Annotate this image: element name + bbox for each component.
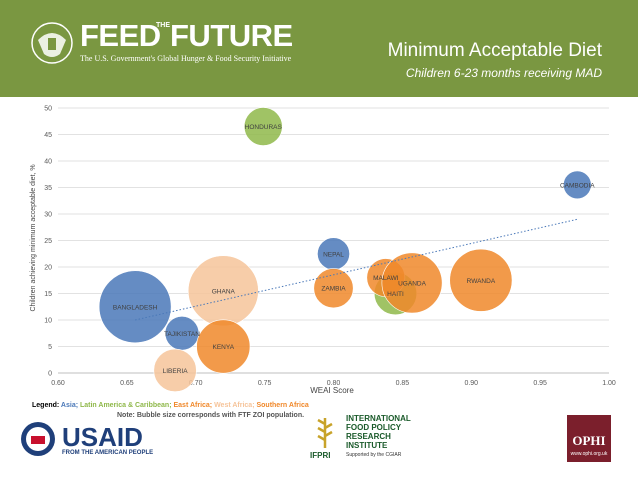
x-tick-label: 0.60 [51, 380, 65, 387]
x-tick-label: 0.80 [327, 380, 341, 387]
y-tick-label: 20 [44, 265, 52, 272]
y-tick-label: 5 [48, 344, 52, 351]
y-tick-label: 15 [44, 291, 52, 298]
bubble-label-zambia: ZAMBIA [321, 286, 346, 293]
x-tick-label: 0.65 [120, 380, 134, 387]
bubble-label-nepal: NEPAL [323, 251, 344, 258]
grid-layer: 0 5 10 15 20 25 30 35 40 45 50 0.60 0.65 0.70 0.75 0.80… [44, 106, 616, 388]
y-tick-label: 45 [44, 132, 52, 139]
x-tick-label: 0.95 [533, 380, 547, 387]
bubble-label-kenya: KENYA [213, 344, 235, 351]
y-tick-label: 0 [48, 371, 52, 378]
x-axis-title: WEAI Score [310, 386, 354, 395]
logo-the-text: THE [156, 22, 170, 29]
label-layer: BANGLADESH TAJIKISTAN LIBERIA GHANA KENYA HON… [113, 124, 595, 375]
us-seal-icon [31, 22, 73, 64]
usaid-seal-icon [21, 422, 55, 456]
bubble-layer [98, 107, 592, 392]
bubble-uganda [381, 252, 443, 314]
bubble-honduras [243, 107, 283, 146]
bubble-label-haiti: HAITI [387, 291, 404, 298]
legend-line: Legend: Asia; Latin America & Caribbean;… [32, 402, 309, 409]
legend-item: Latin America & Caribbean; [79, 402, 174, 409]
y-tick-label: 50 [44, 106, 52, 113]
logo-future-text: FUTURE [170, 18, 293, 53]
y-tick-label: 25 [44, 238, 52, 245]
x-tick-label: 1.00 [602, 380, 616, 387]
ifpri-wheat-icon [310, 414, 340, 450]
page-title: Minimum Acceptable Diet [387, 40, 602, 61]
logo-tagline: The U.S. Government's Global Hunger & Fo… [80, 54, 292, 63]
logo-feed-text: FEED [80, 18, 161, 53]
usaid-tagline: FROM THE AMERICAN PEOPLE [62, 450, 154, 456]
bubble-liberia [153, 348, 197, 392]
bubble-label-tajikistan: TAJIKISTAN [164, 331, 200, 338]
legend-label: Legend: [32, 402, 60, 409]
ophi-url: www.ophi.org.uk [570, 451, 608, 457]
y-tick-label: 40 [44, 159, 52, 166]
usaid-logo-text: USAID [62, 422, 143, 452]
legend-item: Southern Africa [256, 402, 309, 409]
x-tick-label: 0.85 [396, 380, 410, 387]
bubble-cambodia [563, 170, 592, 200]
y-axis-title: Children achieving minimum acceptable di… [30, 164, 37, 311]
y-tick-label: 30 [44, 212, 52, 219]
ifpri-name: INTERNATIONAL FOOD POLICY RESEARCH INSTI… [346, 414, 411, 450]
bubble-label-uganda: UGANDA [398, 280, 426, 287]
bubble-chart: 0 5 10 15 20 25 30 35 40 45 50 0.60 0.65 0.70 0.75 0.80… [30, 106, 616, 396]
bubble-label-liberia: LIBERIA [163, 368, 189, 375]
ophi-logo-box [567, 415, 611, 462]
bubble-label-bangladesh: BANGLADESH [113, 304, 158, 311]
bubble-label-honduras: HONDURAS [245, 124, 283, 131]
y-tick-label: 10 [44, 318, 52, 325]
y-tick-label: 35 [44, 185, 52, 192]
bubble-rwanda [449, 248, 513, 312]
bubble-label-cambodia: CAMBODIA [560, 182, 595, 189]
ifpri-support: Supported by the CGIAR [346, 452, 402, 458]
bubble-size-note: Note: Bubble size corresponds with FTF Z… [117, 412, 305, 419]
legend-item: West Africa; [214, 402, 257, 409]
ophi-logo-text: OPHI [572, 433, 606, 448]
bubble-label-malawi: MALAWI [373, 275, 399, 282]
ifpri-abbr: IFPRI [310, 451, 331, 460]
bubble-label-ghana: GHANA [212, 288, 236, 295]
legend-items: Asia; Latin America & Caribbean; East Af… [61, 402, 309, 409]
bubble-zambia [313, 268, 354, 309]
bubble-bangladesh [98, 270, 172, 344]
bubble-label-rwanda: RWANDA [467, 278, 496, 285]
header-banner: FEED THE FUTURE The U.S. Government's Gl… [0, 0, 638, 97]
page-subtitle: Children 6-23 months receiving MAD [405, 66, 602, 80]
x-tick-label: 0.90 [464, 380, 478, 387]
bubble-kenya [196, 319, 251, 374]
x-tick-label: 0.75 [258, 380, 272, 387]
legend-item: Asia; [60, 402, 80, 409]
legend-item: East Africa; [173, 402, 215, 409]
x-tick-label: 0.70 [189, 380, 203, 387]
